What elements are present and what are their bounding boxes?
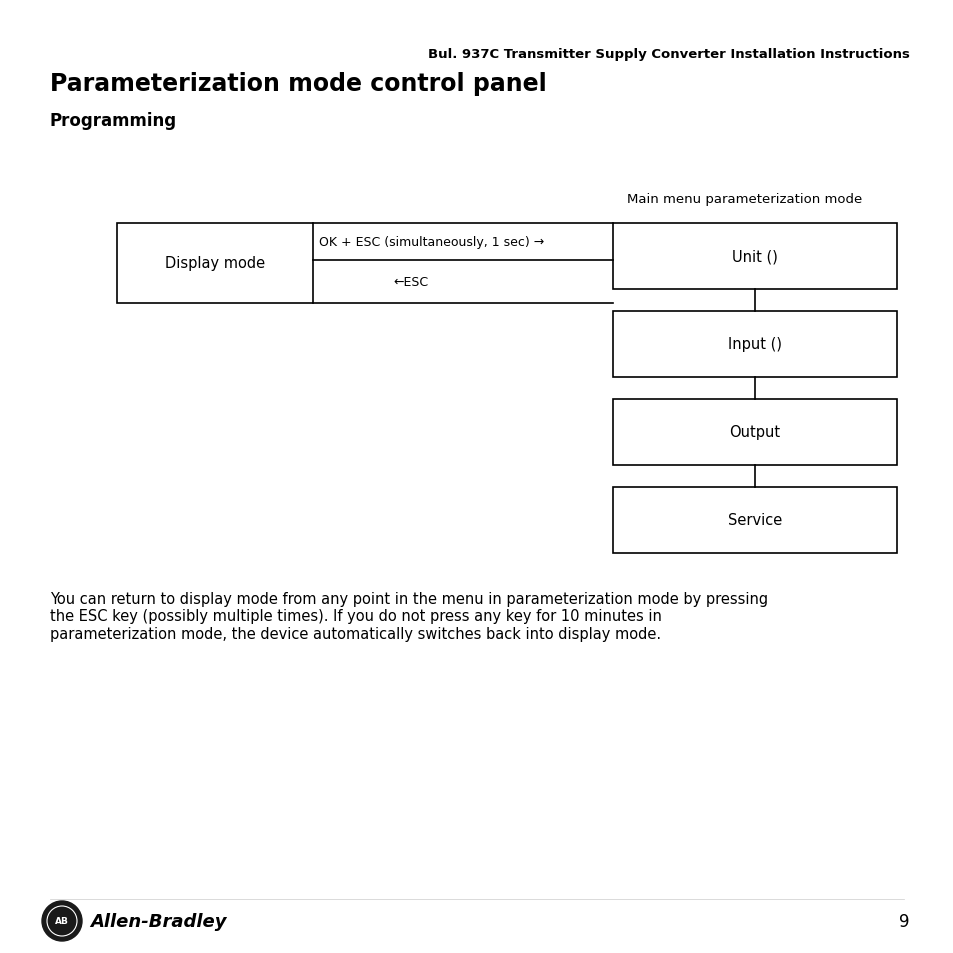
Text: Allen-Bradley: Allen-Bradley — [90, 912, 226, 930]
Text: 9: 9 — [899, 912, 909, 930]
Text: Display mode: Display mode — [165, 256, 265, 272]
Text: Parameterization mode control panel: Parameterization mode control panel — [50, 71, 546, 96]
Text: You can return to display mode from any point in the menu in parameterization mo: You can return to display mode from any … — [50, 592, 767, 641]
Bar — [613, 399, 896, 465]
Text: Unit (): Unit () — [731, 250, 777, 264]
Text: Service: Service — [727, 513, 781, 528]
Bar — [613, 488, 896, 554]
Text: Output: Output — [729, 425, 780, 440]
Text: OK + ESC (simultaneously, 1 sec) →: OK + ESC (simultaneously, 1 sec) → — [318, 235, 543, 249]
Text: AB: AB — [55, 917, 69, 925]
Text: Input (): Input () — [727, 337, 781, 352]
Circle shape — [42, 901, 82, 941]
Bar — [117, 224, 313, 304]
Text: Main menu parameterization mode: Main menu parameterization mode — [627, 193, 862, 206]
Bar — [613, 224, 896, 290]
Text: Bul. 937C Transmitter Supply Converter Installation Instructions: Bul. 937C Transmitter Supply Converter I… — [428, 48, 909, 61]
Bar — [613, 312, 896, 377]
Text: ←ESC: ←ESC — [393, 275, 428, 289]
Text: Programming: Programming — [50, 112, 177, 130]
